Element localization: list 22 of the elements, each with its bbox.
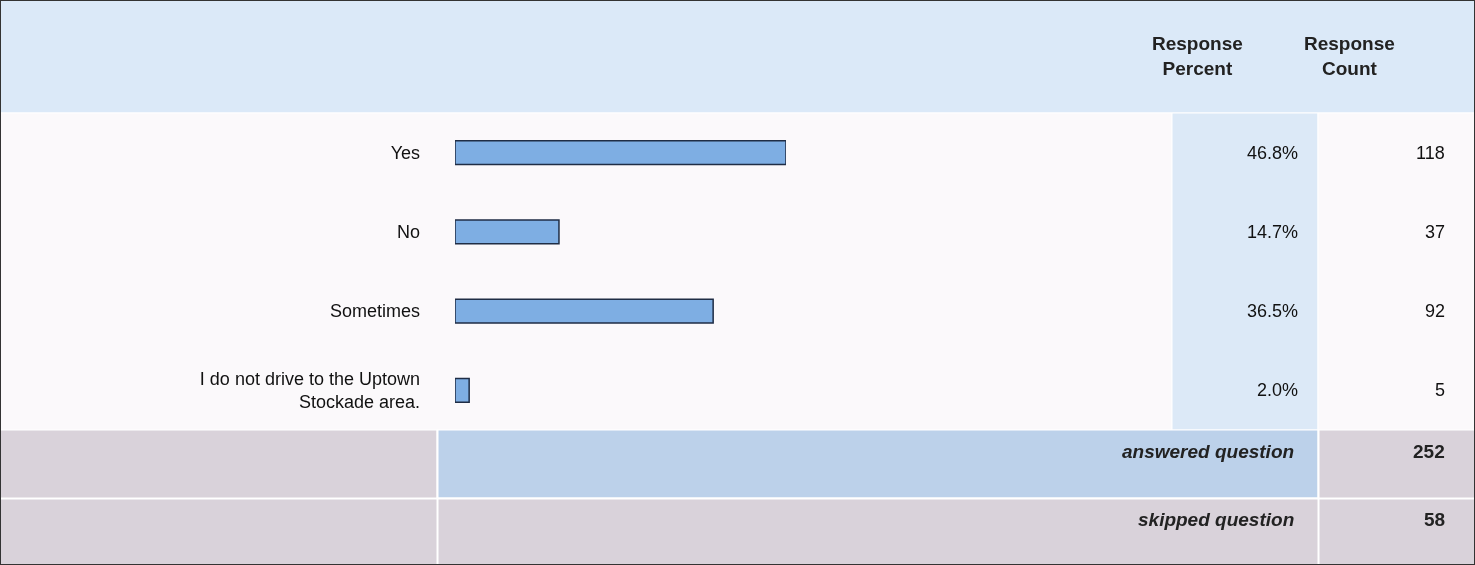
- data-label: 14.7%: [1247, 222, 1299, 242]
- y-tick-label: I do not drive to the Uptown Stockade area.: [199, 368, 420, 413]
- y-tick-label: Sometimes: [329, 301, 420, 322]
- data-label: 46.8%: [1247, 143, 1299, 163]
- bar: [455, 139, 786, 166]
- text: Response Count: [1304, 33, 1395, 79]
- text: skipped question: [1138, 509, 1295, 530]
- text: 5: [1435, 380, 1446, 400]
- bar: [455, 219, 560, 245]
- text: 37: [1425, 222, 1446, 242]
- data-label: 2.0%: [1257, 380, 1299, 400]
- bar: [455, 377, 470, 404]
- text: 58: [1424, 509, 1446, 530]
- text: Response Percent: [1152, 33, 1243, 79]
- y-tick-label: No: [396, 222, 420, 243]
- bar: [455, 298, 714, 324]
- data-label: 36.5%: [1247, 301, 1299, 321]
- text: 252: [1413, 441, 1445, 462]
- text: 92: [1425, 301, 1446, 321]
- text: 118: [1416, 143, 1445, 163]
- text: answered question: [1122, 441, 1295, 462]
- y-tick-label: Yes: [390, 142, 420, 163]
